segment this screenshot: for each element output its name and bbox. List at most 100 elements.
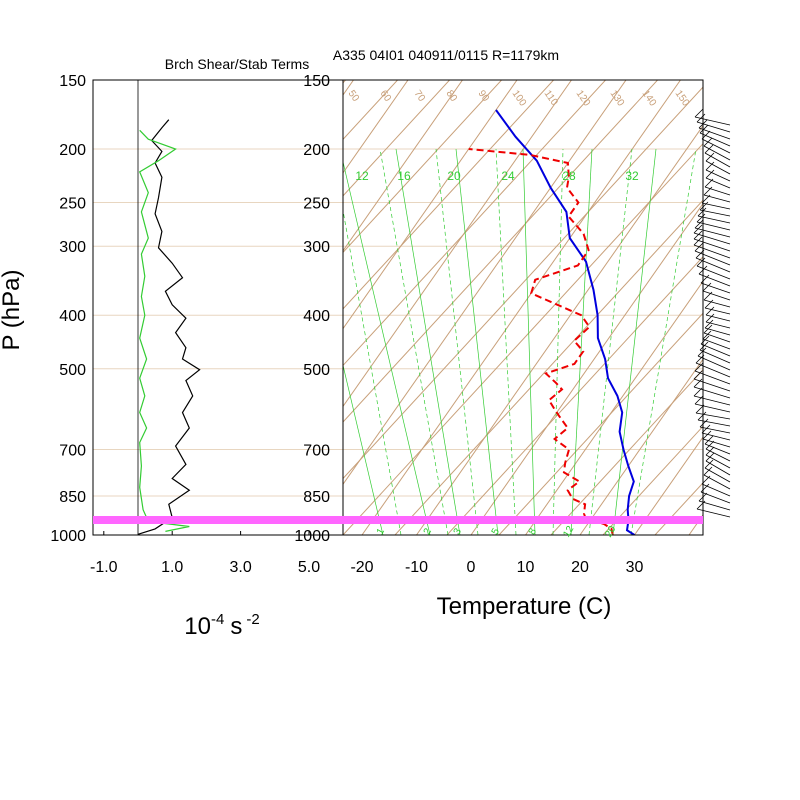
wind-barb-feather: [705, 446, 715, 456]
mixing-ratio-label-bottom: 1: [375, 526, 388, 537]
mixing-ratio-line: [343, 160, 431, 535]
wind-barb-shaft: [698, 127, 731, 140]
wind-barb-shaft: [703, 194, 731, 203]
wind-barb-shaft: [693, 378, 731, 392]
wind-barb-shaft: [703, 145, 731, 161]
wind-barb-shaft: [693, 232, 731, 245]
wind-barb-shaft: [694, 403, 731, 413]
pressure-tick-label-left: 400: [59, 308, 86, 325]
wind-barb-feather: [694, 395, 704, 405]
mixing-ratio-line: [612, 148, 657, 535]
left-panel-title: Brch Shear/Stab Terms: [165, 56, 309, 72]
left-x-tick-label: -1.0: [90, 559, 118, 576]
mixing-ratio-line: [455, 148, 499, 535]
mixing-ratio-label-top: 20: [447, 169, 461, 183]
wind-barb-shaft: [697, 355, 731, 371]
mixing-ratio-label-bottom: 12: [561, 524, 576, 540]
isotherm-line: [579, 358, 703, 535]
dry-adiabat-line: [550, 369, 703, 535]
wind-barb-feather: [701, 424, 711, 434]
wind-barb-feather: [696, 113, 706, 123]
mixing-ratio-line: [522, 148, 536, 535]
dry-adiabat-line: [343, 80, 555, 310]
pressure-tick-label-left: 850: [59, 489, 86, 506]
mixing-ratio-label-top: 12: [355, 169, 369, 183]
wind-barb-shaft: [694, 370, 731, 385]
pressure-tick-label-right: 300: [303, 239, 330, 256]
right-x-ticks: -20 -10 0 10 20 30: [350, 559, 643, 576]
wind-barb-feather: [693, 387, 703, 397]
wind-barb-feather: [705, 152, 715, 162]
wind-barb-shaft: [696, 265, 731, 280]
wind-barb-feather: [705, 440, 715, 450]
wind-barb-shaft: [697, 419, 731, 427]
theta-label: 110: [542, 88, 560, 108]
wind-barb-feather: [697, 411, 707, 421]
pressure-tick-label-right: 850: [303, 489, 330, 506]
wind-barb-feather: [702, 430, 712, 440]
wind-barb-feather: [705, 452, 715, 462]
mixing-ratio-labels: 12 16 20 24 28 321 2 3 5 8 12 20: [355, 169, 639, 539]
right-x-tick-label: 0: [467, 559, 476, 576]
isotherm-line: [0, 80, 299, 535]
wind-barb-shaft: [698, 273, 731, 287]
wind-barb-shaft: [696, 508, 731, 518]
wind-barb-feather: [699, 341, 709, 351]
surface-highlight-band: [93, 516, 703, 524]
wind-barb-shaft: [695, 257, 731, 273]
wind-barb-feather: [700, 335, 710, 345]
wind-barb-shaft: [705, 160, 731, 175]
left-x-tick-label: 1.0: [161, 559, 183, 576]
wind-barb-shaft: [696, 121, 731, 133]
wind-barb-feather: [704, 178, 714, 188]
wind-barb-feather: [694, 242, 704, 252]
theta-label: 60: [378, 88, 394, 104]
pressure-tick-label-right: 1000: [294, 528, 330, 545]
dry-adiabat-line: [343, 80, 399, 141]
mixing-ratio-dashed-line: [630, 148, 697, 535]
right-x-tick-label: 30: [626, 559, 644, 576]
wind-barb-feather: [694, 362, 704, 372]
isotherm-line: [343, 80, 572, 408]
wind-barb-feather: [701, 130, 711, 140]
wind-barb-feather: [699, 418, 709, 428]
wind-barb-shaft: [705, 169, 731, 182]
pressure-tick-label-left: 250: [59, 196, 86, 213]
wind-barb-shaft: [695, 412, 731, 420]
wind-barb-feather: [705, 313, 715, 323]
wind-barb-feather: [693, 230, 703, 240]
wind-barbs: [693, 108, 731, 518]
wind-barb-shaft: [694, 227, 731, 238]
dry-adiabat-line: [343, 80, 503, 254]
pressure-tick-label-right: 700: [303, 442, 330, 459]
right-panel-title: A335 04I01 040911/0115 R=1179km: [333, 47, 559, 63]
right-panel: 50 60 70 80 90 100 110 120 130 140 150 -20 -10 0 10 20…: [0, 47, 704, 620]
dry-adiabat-line: [343, 80, 347, 84]
wind-barb-feather: [704, 435, 714, 445]
wind-barb-shaft: [701, 138, 731, 154]
wind-barb-shaft: [699, 209, 731, 217]
wind-barb-shaft: [693, 395, 731, 406]
wind-barb-feather: [695, 404, 705, 414]
mixing-ratio-label-bottom: 5: [490, 526, 503, 537]
theta-label: 50: [346, 88, 362, 104]
wind-barb-shaft: [704, 307, 731, 315]
dry-adiabat-line: [602, 425, 703, 535]
wind-barb-shaft: [693, 244, 731, 259]
mixing-ratio-label-bottom: 3: [452, 526, 465, 537]
isotherm-line: [470, 202, 703, 535]
mixing-ratio-dashed-line: [379, 148, 449, 535]
mixing-ratio-line: [395, 148, 461, 535]
dry-adiabat-line: [343, 80, 659, 423]
left-x-axis-label: 10-4 s -2: [184, 611, 259, 640]
wind-barb-shaft: [701, 432, 731, 441]
wind-barb-shaft: [697, 215, 731, 224]
isotherm-line: [0, 80, 245, 535]
right-plot-frame: [342, 79, 704, 536]
dry-adiabat-line: [343, 80, 451, 197]
wind-barb-shaft: [695, 362, 731, 378]
isotherm-line: [525, 280, 703, 535]
right-series-dewpoint: [468, 148, 614, 535]
wind-barb-feather: [704, 299, 714, 309]
left-xlabel-exp1: -4: [211, 611, 224, 628]
